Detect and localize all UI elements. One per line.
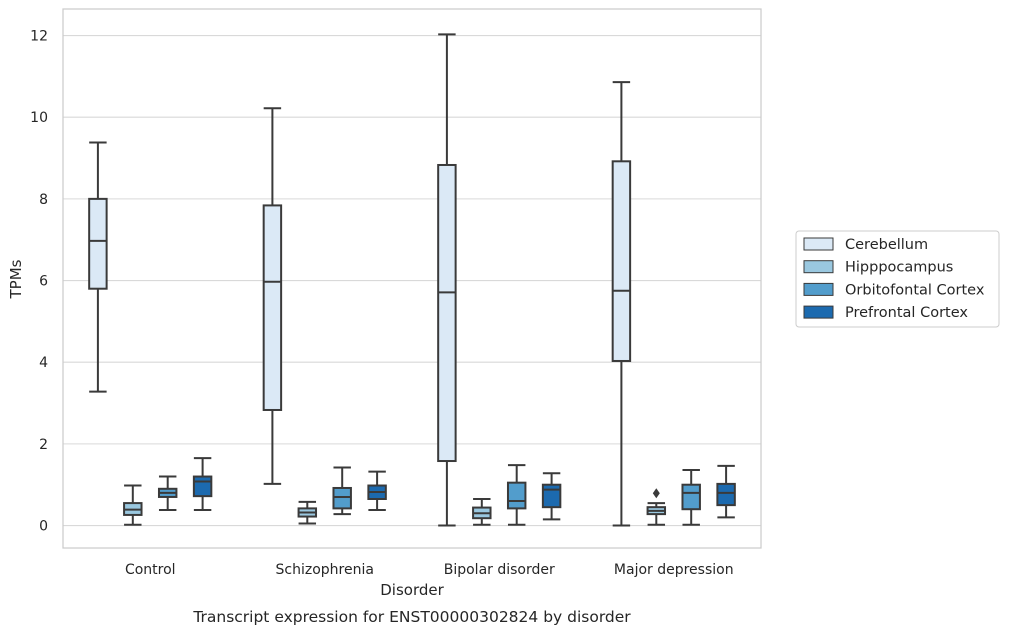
box-orbitofontal-cortex: [506, 464, 527, 526]
box-prefrontal-cortex: [192, 457, 213, 512]
box-cerebellum: [611, 81, 632, 527]
x-tick-labels: Control Schizophrenia Bipolar disorder Majo…: [125, 562, 734, 578]
legend-swatch: [803, 237, 834, 251]
box-hipppocampus: [472, 498, 492, 526]
x-tick-label: Major depression: [614, 562, 734, 578]
box-cerebellum: [88, 141, 108, 393]
x-axis-label: Disorder: [380, 581, 444, 599]
y-tick-label: 0: [39, 519, 48, 535]
box-prefrontal-cortex: [716, 464, 736, 519]
y-tick-label: 6: [39, 274, 48, 290]
y-tick-label: 10: [30, 110, 48, 126]
box-cerebellum: [437, 33, 457, 527]
box-body: [262, 204, 283, 411]
box-body: [332, 486, 352, 510]
box-orbitofontal-cortex: [332, 466, 352, 516]
box-prefrontal-cortex: [541, 472, 562, 521]
x-tick-label: Schizophrenia: [276, 562, 374, 578]
y-tick-label: 4: [39, 355, 48, 371]
box-cerebellum: [262, 107, 283, 485]
x-tick-label: Control: [125, 562, 176, 578]
box-body: [506, 481, 527, 510]
y-tick-labels: 0 2 4 6 8 10 12: [30, 29, 48, 535]
y-tick-label: 12: [30, 29, 48, 45]
y-tick-label: 8: [39, 192, 48, 208]
legend-label: Hipppocampus: [845, 260, 953, 276]
legend-label: Cerebellum: [845, 237, 928, 253]
box-body: [681, 483, 701, 511]
box-body: [88, 197, 108, 290]
legend-frame: [795, 230, 1000, 328]
box-hipppocampus: [646, 488, 667, 526]
grid-lines: [63, 34, 761, 527]
box-body: [716, 482, 736, 507]
box-body: [192, 475, 213, 498]
box-hipppocampus: [123, 484, 143, 526]
box-body: [611, 160, 632, 362]
legend: Cerebellum Hipppocampus Orbitofontal Corte…: [795, 230, 1000, 328]
y-axis-label: TPMs: [7, 259, 25, 299]
box-body: [437, 163, 457, 463]
figure-caption: Transcript expression for ENST0000030282…: [192, 608, 631, 626]
legend-swatch: [803, 260, 834, 274]
y-tick-label: 2: [39, 437, 48, 453]
plot-area-frame: [62, 8, 762, 549]
legend-swatch: [803, 282, 834, 296]
box-hipppocampus: [297, 500, 318, 525]
legend-label: Prefrontal Cortex: [845, 305, 968, 321]
legend-label: Orbitofontal Cortex: [845, 282, 985, 298]
box-prefrontal-cortex: [367, 470, 387, 512]
box-series-layer: [88, 33, 736, 527]
outlier-point: [652, 488, 660, 499]
legend-swatch: [803, 305, 834, 319]
box-body: [541, 483, 562, 509]
box-orbitofontal-cortex: [681, 469, 701, 526]
box-orbitofontal-cortex: [157, 475, 178, 512]
x-tick-label: Bipolar disorder: [444, 562, 555, 578]
